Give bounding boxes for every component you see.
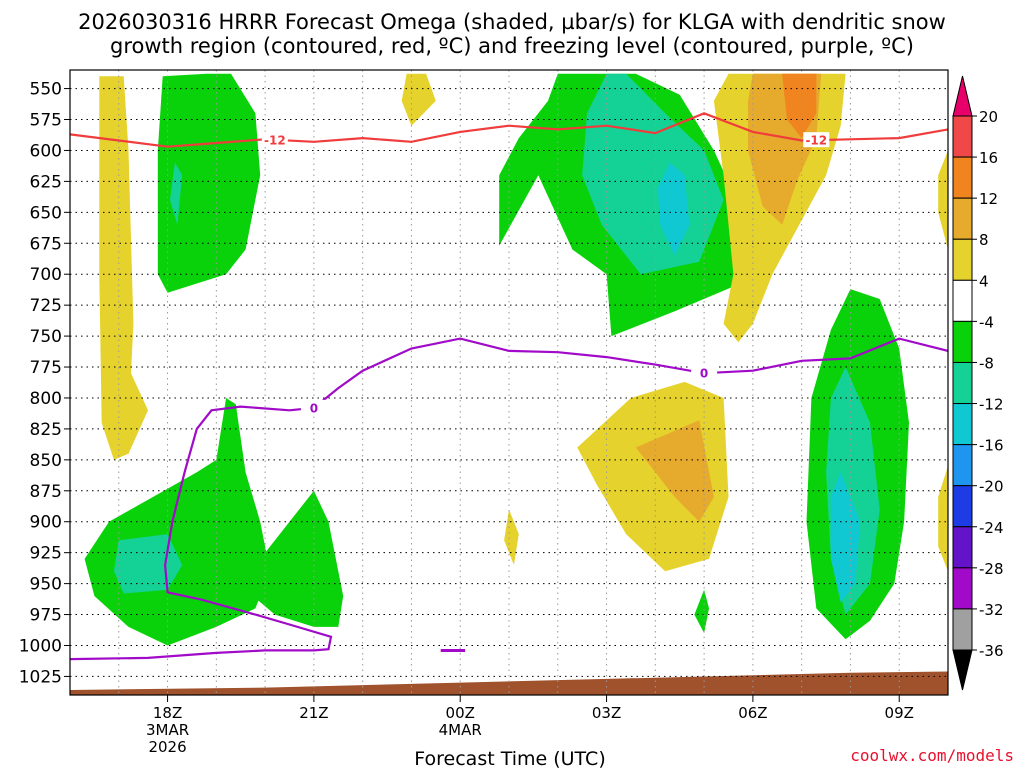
colorbar-segment-8 [952, 444, 973, 487]
colorbar-segment-10 [952, 526, 973, 569]
xtick-label-24-1: 4MAR [439, 721, 482, 739]
xtick-label-33-0: 09Z [885, 704, 914, 722]
colorbar-label-4: 4 [979, 272, 989, 290]
ytick-label-875: 875 [30, 482, 62, 502]
colorbar-segment-9 [952, 485, 973, 528]
colorbar-segment-3 [952, 238, 973, 281]
ytick-label-750: 750 [30, 327, 62, 347]
chart-title-line2: growth region (contoured, red, ºC) and f… [110, 34, 914, 58]
dgz-contour-label-0: -12 [264, 133, 286, 147]
x-axis-label: Forecast Time (UTC) [414, 748, 605, 768]
ytick-label-825: 825 [30, 420, 62, 440]
contour-lines: -12 -12 0 0 [70, 112, 948, 661]
colorbar-segment-12 [952, 608, 973, 651]
omega-region-20 [113, 534, 183, 594]
colorbar-label-2: 12 [979, 190, 998, 208]
ytick-label-1025: 1025 [19, 667, 62, 687]
ytick-label-650: 650 [30, 203, 62, 223]
omega-region-21 [245, 490, 344, 627]
colorbar-segment-6 [952, 361, 973, 405]
ytick-label-550: 550 [30, 80, 62, 100]
chart-title-line1: 2026030316 HRRR Forecast Omega (shaded, … [78, 10, 946, 34]
omega-region-1 [157, 73, 261, 293]
ytick-label-775: 775 [30, 358, 62, 378]
colorbar-segment-4 [952, 279, 973, 322]
colorbar-label-12: -32 [979, 601, 1004, 619]
ytick-label-1000: 1000 [19, 636, 62, 656]
colorbar-label-5: -4 [979, 313, 994, 331]
ytick-label-575: 575 [30, 111, 62, 131]
omega-region-10 [938, 150, 948, 250]
colorbar-label-0: 20 [979, 108, 998, 126]
colorbar-label-8: -16 [979, 437, 1004, 455]
dgz-contour [70, 112, 948, 148]
xtick-label-18-1: 3MAR [146, 721, 189, 739]
ytick-label-600: 600 [30, 141, 62, 161]
omega-region-18 [694, 589, 709, 634]
ytick-label-625: 625 [30, 172, 62, 192]
ytick-label-800: 800 [30, 389, 62, 409]
xtick-label-18-2: 2026 [148, 738, 186, 756]
ytick-label-850: 850 [30, 451, 62, 471]
colorbar-segment-7 [952, 403, 973, 446]
ytick-label-700: 700 [30, 265, 62, 285]
y-axis: 550 575 600 625 650 675 700 725 750 775 800 825 850 8… [19, 80, 70, 687]
freezing-contour [70, 337, 948, 661]
dgz-contour-label-bg-1 [803, 132, 830, 148]
terrain-ground [70, 671, 948, 695]
ytick-label-725: 725 [30, 296, 62, 316]
omega-region-6 [657, 162, 690, 256]
ytick-label-950: 950 [30, 575, 62, 595]
colorbar-segment-5 [952, 320, 973, 363]
xtick-label-24-0: 00Z [446, 704, 475, 722]
colorbar-arrow-bottom [952, 649, 973, 691]
colorbar-label-11: -28 [979, 560, 1004, 578]
xtick-label-27-0: 03Z [592, 704, 621, 722]
xtick-label-18-0: 18Z [153, 704, 182, 722]
freezing-contour-label-0: 0 [310, 401, 318, 415]
ytick-label-900: 900 [30, 513, 62, 533]
colorbar-label-10: -24 [979, 519, 1004, 537]
omega-region-16 [635, 420, 714, 522]
omega-region-2 [170, 162, 183, 225]
ytick-label-975: 975 [30, 606, 62, 626]
xtick-label-30-0: 06Z [738, 704, 767, 722]
colorbar-segment-0 [952, 115, 973, 158]
omega-region-3 [401, 73, 436, 126]
freezing-contour-label-bg-1 [691, 365, 718, 381]
ytick-label-675: 675 [30, 234, 62, 254]
dgz-contour-label-bg-0 [261, 131, 288, 147]
omega-region-14 [938, 466, 948, 572]
omega-region-0 [99, 76, 148, 460]
dgz-contour-label-1: -12 [805, 134, 827, 148]
colorbar-label-13: -36 [979, 642, 1004, 660]
gridlines [70, 70, 948, 695]
omega-region-13 [830, 472, 861, 603]
colorbar-segment-1 [952, 156, 973, 199]
plot-frame [69, 69, 949, 696]
colorbar-label-9: -20 [979, 478, 1004, 496]
freezing-contour-label-bg-0 [300, 399, 327, 415]
plot-area [70, 73, 948, 695]
colorbar-label-1: 16 [979, 149, 998, 167]
colorbar-label-7: -12 [979, 396, 1004, 414]
colorbar-segment-2 [952, 197, 973, 240]
colorbar: 20 16 12 8 4 -4 -8 -12 -16 -20 -24 -28 -32 -36 [952, 75, 1004, 691]
freezing-contour-label-1: 0 [700, 367, 708, 381]
colorbar-label-3: 8 [979, 231, 989, 249]
omega-region-9 [782, 73, 817, 139]
xtick-label-21-0: 21Z [299, 704, 328, 722]
colorbar-segment-11 [952, 567, 973, 610]
colorbar-label-6: -8 [979, 354, 994, 372]
ytick-label-925: 925 [30, 544, 62, 564]
omega-region-17 [504, 509, 519, 565]
credit-text: coolwx.com/models [850, 746, 1014, 765]
colorbar-arrow-top [952, 75, 973, 117]
